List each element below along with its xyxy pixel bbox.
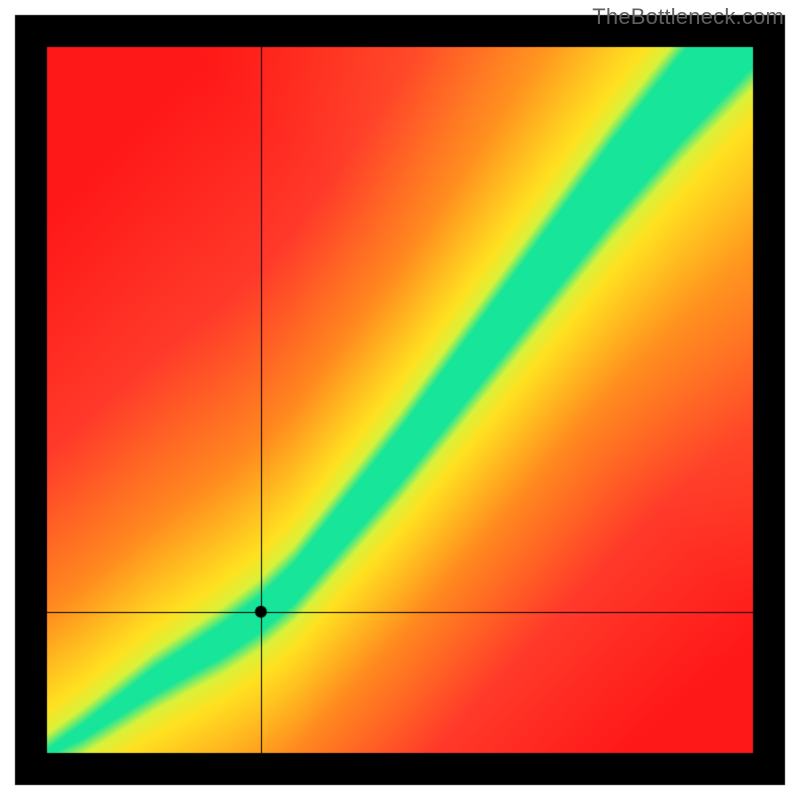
attribution-text: TheBottleneck.com bbox=[592, 4, 784, 30]
chart-container: TheBottleneck.com bbox=[0, 0, 800, 800]
bottleneck-heatmap bbox=[0, 0, 800, 800]
